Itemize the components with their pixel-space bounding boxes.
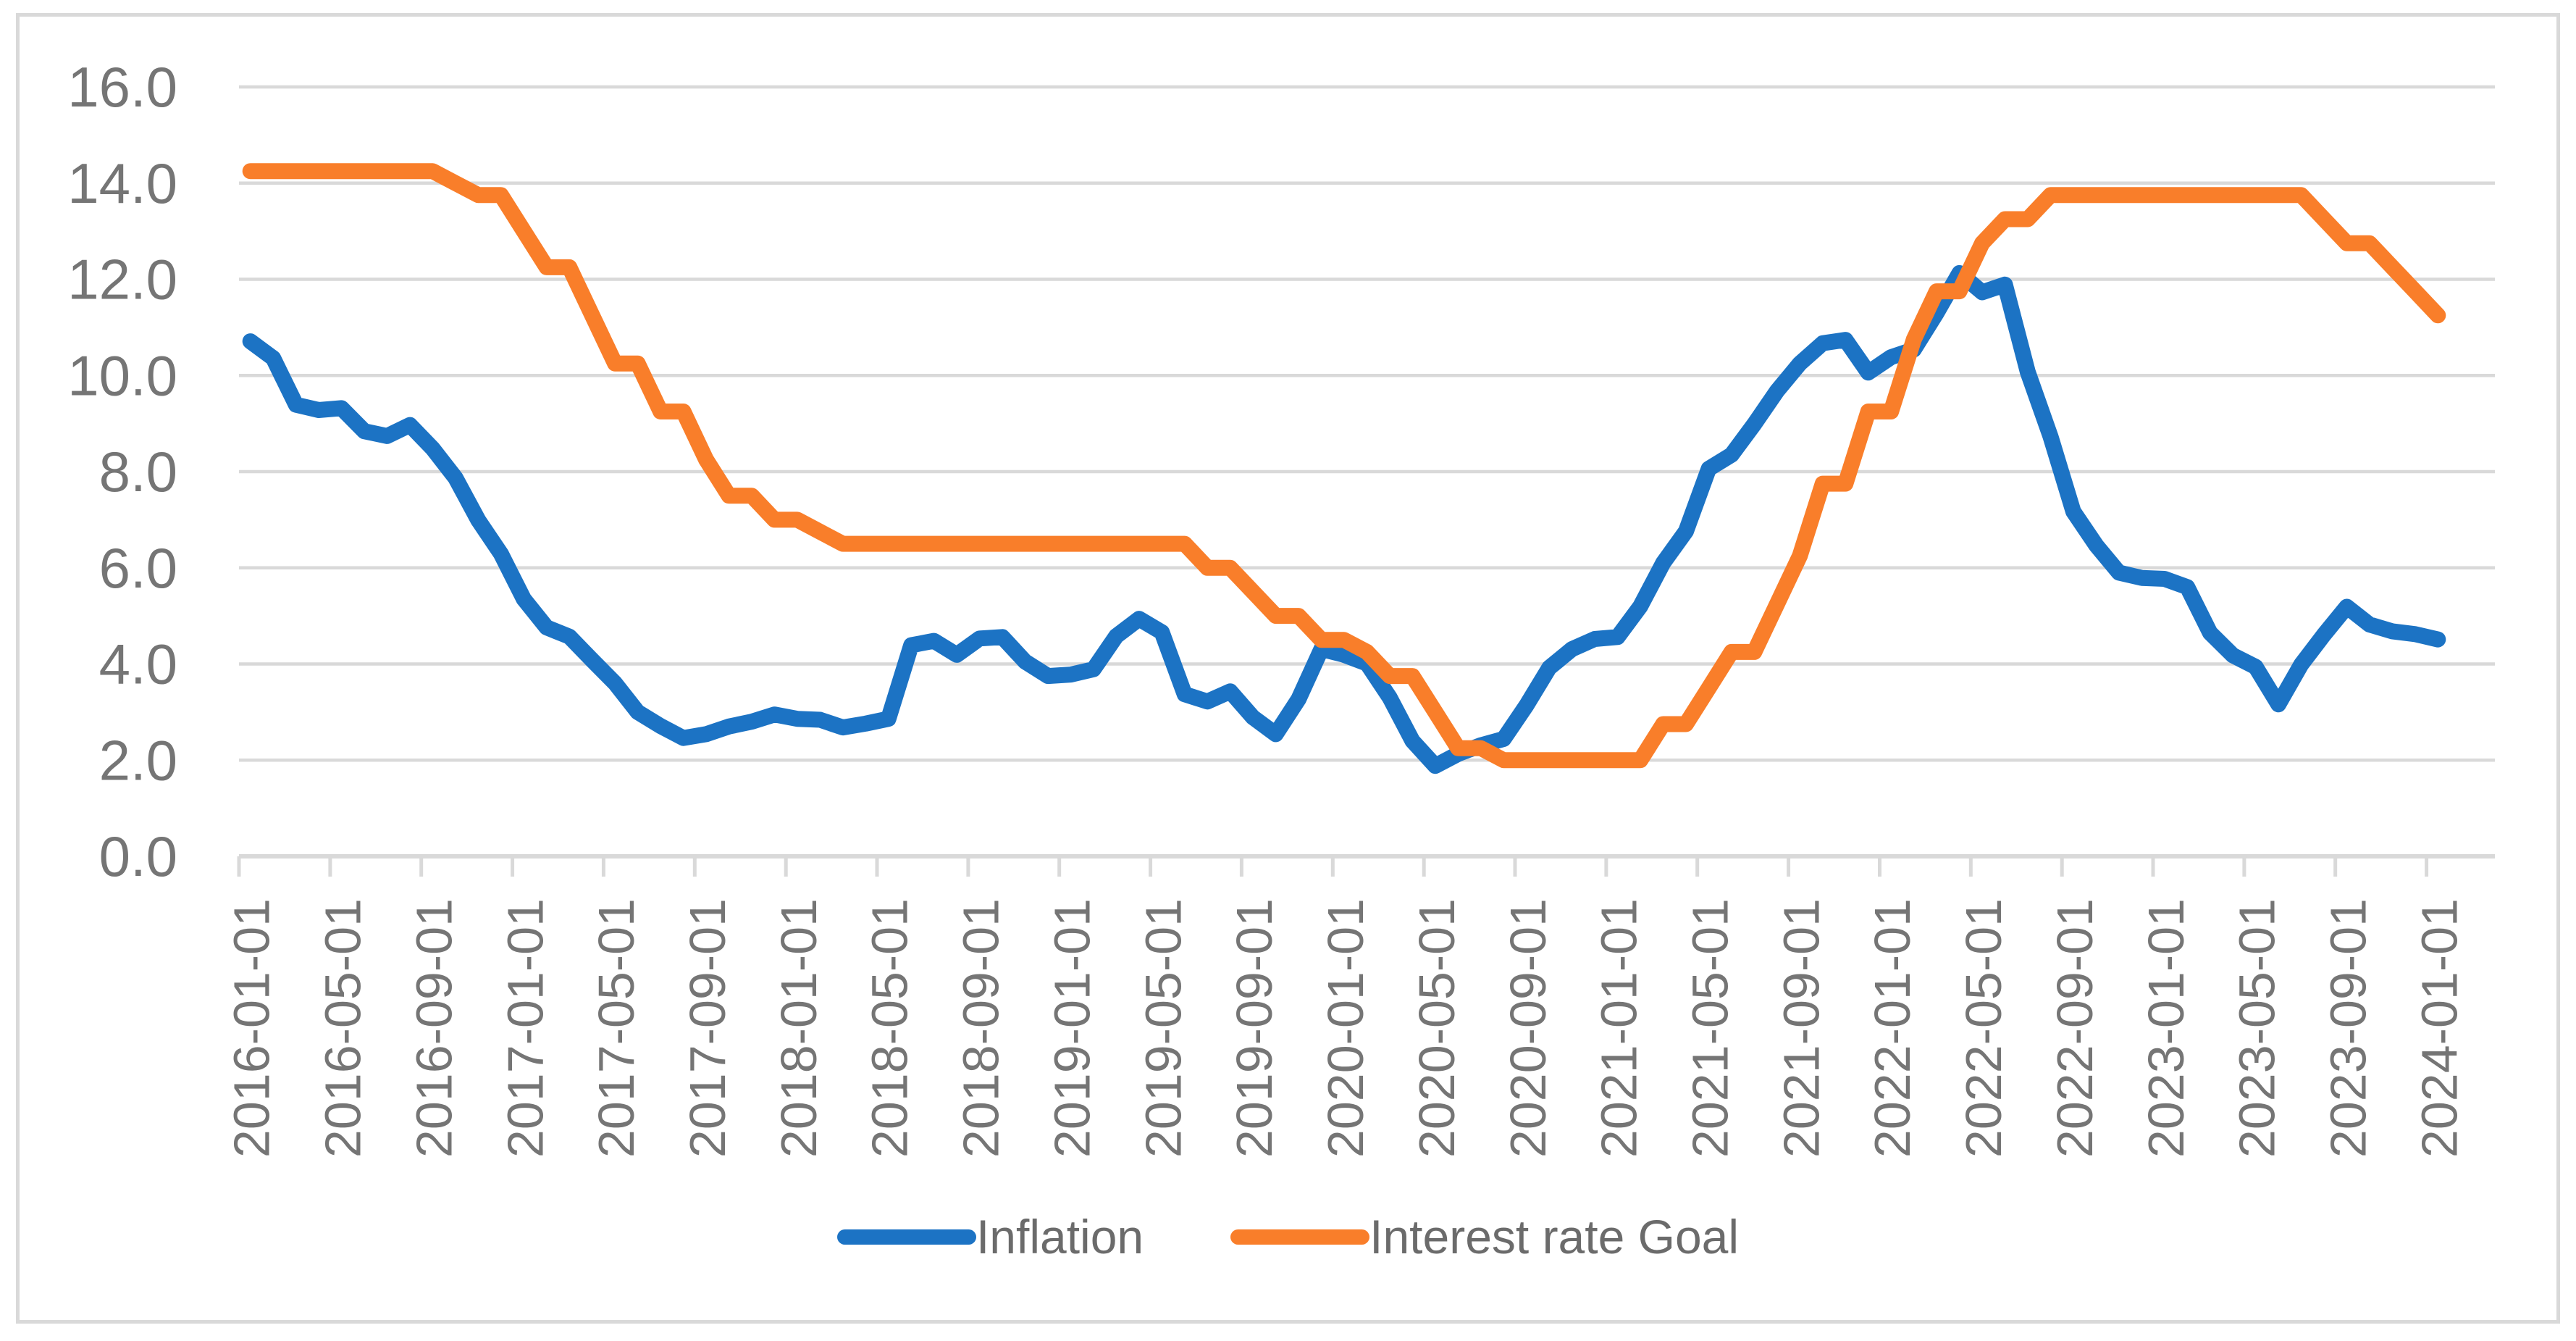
y-axis-label: 2.0 [99,728,177,792]
y-axis-label: 8.0 [99,440,177,504]
x-axis-label: 2016-01-01 [224,898,280,1158]
series-line-interest-rate-goal [242,163,2446,769]
chart-frame [16,13,2560,1324]
y-axis-label: 0.0 [99,824,177,888]
legend-label-interest-rate-goal: Interest rate Goal [1369,1210,1740,1263]
x-axis-label: 2023-01-01 [2138,898,2194,1158]
x-axis-label: 2019-05-01 [1135,898,1191,1158]
x-axis-label: 2022-09-01 [2047,898,2103,1158]
x-axis-label: 2021-09-01 [1773,898,1829,1158]
x-axis-label: 2020-05-01 [1409,898,1465,1158]
x-axis-label: 2018-05-01 [862,898,918,1158]
series-line-inflation [242,264,2446,774]
x-axis-label: 2021-05-01 [1682,898,1739,1158]
x-axis-label: 2022-01-01 [1864,898,1921,1158]
y-axis-label: 12.0 [67,248,177,312]
y-axis-label: 14.0 [67,151,177,215]
legend: Inflation Interest rate Goal [0,1197,2576,1277]
x-axis-label: 2023-05-01 [2229,898,2286,1158]
legend-line-swatch-inflation [836,1229,976,1245]
y-axis-label: 4.0 [99,632,177,696]
x-axis-label: 2018-01-01 [771,898,827,1158]
y-axis-label: 10.0 [67,343,177,407]
legend-item-interest-rate-goal: Interest rate Goal [1230,1213,1739,1261]
x-axis-label: 2019-09-01 [1226,898,1283,1158]
x-axis-label: 2019-01-01 [1044,898,1101,1158]
x-axis-label: 2023-09-01 [2320,898,2377,1158]
x-axis-label: 2017-09-01 [679,898,736,1158]
x-axis-label: 2021-01-01 [1591,898,1648,1158]
x-axis-label: 2018-09-01 [953,898,1010,1158]
x-axis-label: 2022-05-01 [1955,898,2012,1158]
y-axis-label: 16.0 [67,55,177,119]
x-axis-label: 2016-09-01 [406,898,462,1158]
x-axis-label: 2016-05-01 [315,898,372,1158]
x-axis-label: 2020-01-01 [1317,898,1374,1158]
x-axis-label: 2020-09-01 [1500,898,1556,1158]
legend-line-swatch-interest-rate-goal [1230,1229,1370,1245]
x-axis-label: 2024-01-01 [2411,898,2467,1158]
legend-item-inflation: Inflation [836,1210,1144,1263]
x-axis-label: 2017-01-01 [497,898,553,1158]
legend-label-inflation: Inflation [976,1210,1144,1263]
y-axis-label: 6.0 [99,536,177,600]
x-axis-label: 2017-05-01 [588,898,645,1158]
